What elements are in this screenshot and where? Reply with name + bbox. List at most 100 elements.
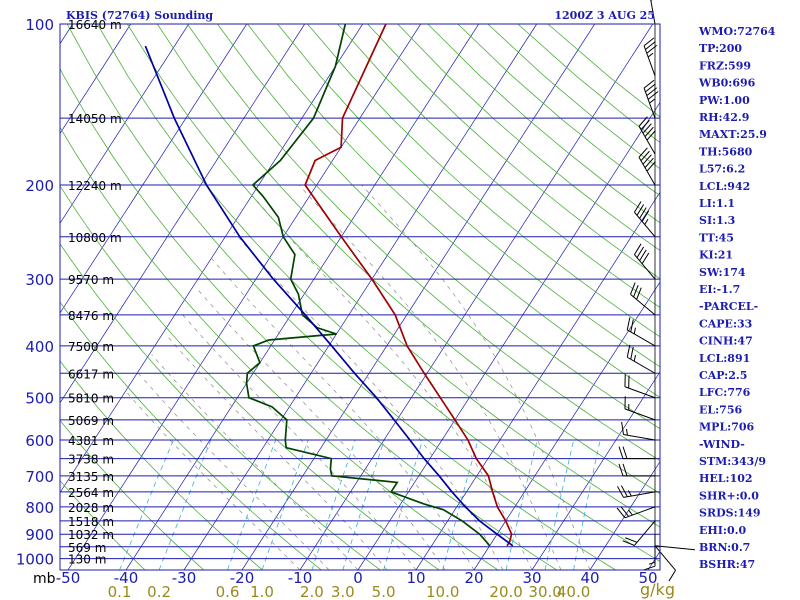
wind-barb-shaft: [627, 356, 656, 374]
index-line: KI:21: [699, 249, 733, 262]
wind-barb-feather: [647, 91, 659, 100]
wind-barb: [624, 374, 656, 399]
index-line: L57:6.2: [699, 163, 745, 176]
isotherm: [67, 24, 422, 570]
dry-adiabat: [60, 126, 499, 570]
axis-label-layer: 16640 m 14050 m 12240 m 10800 m 9570 m 8476 m…: [16, 16, 658, 600]
wind-barb-shaft: [627, 329, 656, 347]
moist-adiabat: [127, 392, 301, 570]
dry-adiabat: [60, 360, 263, 570]
wind-barb-feather: [634, 243, 642, 255]
height-label: 7500 m: [68, 340, 114, 354]
temperature-tick-label: 20: [464, 569, 483, 587]
isotherm: [125, 24, 480, 570]
wind-barb-feather: [668, 570, 676, 582]
isotherm: [531, 371, 660, 570]
mixing-ratio-line: [383, 439, 423, 570]
pressure-tick-label: 500: [25, 390, 54, 408]
chart-title: KBIS (72764) Sounding: [66, 9, 213, 22]
chart-time: 1200Z 3 AUG 25: [554, 9, 655, 22]
index-line: BSHR:47: [699, 558, 755, 571]
mixing-ratio-tick-label: 40.0: [557, 583, 590, 600]
wind-barb-feather: [646, 87, 658, 96]
wind-barb-feather: [636, 204, 645, 216]
wind-barb-shaft: [638, 125, 656, 155]
wind-barb-shaft: [650, 0, 656, 25]
dry-adiabat: [247, 24, 660, 398]
index-line: SRDS:149: [699, 507, 761, 520]
pressure-tick-label: 600: [25, 432, 54, 450]
wind-barb-feather: [630, 282, 636, 295]
temperature-tick-label: 10: [406, 569, 425, 587]
isobar-layer: [60, 23, 660, 560]
wind-barb-feather: [646, 161, 656, 172]
wind-barb: [616, 506, 656, 519]
trace-layer: [144, 24, 514, 547]
wind-barb-shaft: [654, 545, 676, 571]
temperature-tick-label: -30: [172, 569, 197, 587]
wind-barb-feather: [638, 116, 648, 127]
pressure-tick-label: 700: [25, 468, 54, 486]
index-line: LFC:776: [699, 386, 751, 399]
height-label: 1032 m: [68, 528, 114, 542]
temperature-tick-label: -20: [230, 569, 255, 587]
index-line: LCL:891: [699, 352, 750, 365]
wind-barb-feather: [645, 83, 656, 93]
dry-adiabat: [60, 185, 440, 570]
wind-barb-layer: [616, 0, 696, 582]
dry-adiabat: [397, 24, 660, 251]
index-line: WB0:696: [698, 77, 756, 90]
plot-frame: [59, 23, 661, 571]
height-label: 10800 m: [68, 231, 122, 245]
wind-barb-feather: [644, 126, 654, 137]
mixing-ratio-tick-label: 0.6: [216, 583, 240, 600]
wind-barb-feather: [639, 207, 647, 219]
isotherm: [60, 24, 364, 494]
isotherm: [60, 24, 132, 135]
mixing-ratio-tick-label: 5.0: [372, 583, 396, 600]
dry-adiabat: [66, 24, 616, 570]
height-label: 9570 m: [68, 273, 114, 287]
wind-barb-feather: [618, 446, 624, 459]
index-line: WMO:72764: [698, 25, 776, 38]
height-label: 569 m: [68, 541, 106, 555]
index-line: MAXT:25.9: [699, 128, 767, 141]
wind-barb-half-feather: [633, 354, 636, 362]
index-line: -WIND-: [699, 438, 745, 451]
index-line: CAPE:33: [699, 317, 752, 330]
index-line: LCL:942: [699, 180, 750, 193]
wind-barb-feather: [618, 463, 624, 477]
wind-barb: [634, 201, 656, 238]
mixing-ratio-tick-label: 20.0: [489, 583, 522, 600]
dry-adiabat: [96, 24, 660, 562]
wind-barb-half-feather: [648, 561, 656, 565]
wind-barb-shaft: [634, 254, 656, 280]
wind-barb-feather: [622, 540, 635, 546]
pressure-tick-label: 800: [25, 499, 54, 517]
dry-adiabat: [126, 24, 660, 528]
wind-barb-feather: [641, 210, 650, 222]
wind-barb-shaft: [623, 434, 656, 441]
wind-barb-feather: [646, 45, 658, 54]
wind-barb: [638, 116, 656, 155]
temperature-tick-label: -40: [114, 569, 139, 587]
index-line: CAP:2.5: [699, 369, 747, 382]
wind-barb: [626, 317, 656, 347]
mixing-ratio-line: [119, 439, 174, 570]
wind-barb-feather: [643, 79, 655, 89]
temperature-tick-label: 40: [580, 569, 599, 587]
mixing-ratio-tick-label: 30.0: [528, 583, 561, 600]
moist-adiabat: [195, 286, 446, 570]
index-line: EHI:0.0: [699, 524, 746, 537]
mixing-ratio-line: [158, 439, 212, 570]
wind-barb-feather: [617, 486, 624, 498]
isotherm: [60, 24, 306, 404]
wind-barb-feather: [646, 130, 656, 141]
height-label: 12240 m: [68, 179, 122, 193]
pressure-tick-label: 200: [25, 177, 54, 195]
dry-adiabat: [187, 24, 660, 462]
index-line: PW:1.00: [699, 94, 750, 107]
pressure-unit-label: mb: [33, 571, 56, 587]
wind-barb: [622, 520, 656, 546]
wind-barb: [618, 463, 655, 477]
